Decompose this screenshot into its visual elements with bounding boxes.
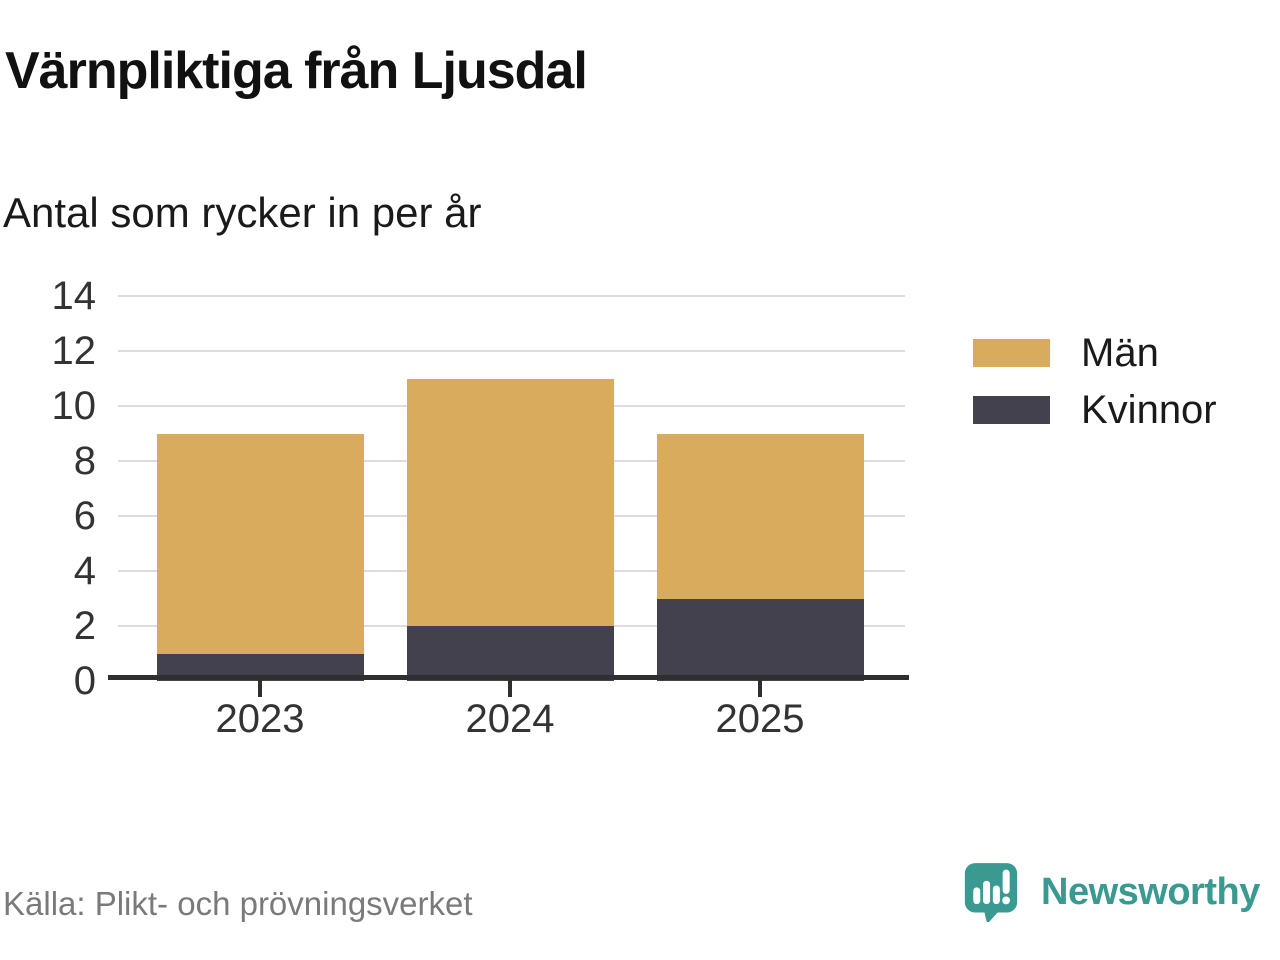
y-tick-label-4: 4 xyxy=(73,549,96,593)
chart-title: Värnpliktiga från Ljusdal xyxy=(5,42,588,100)
bar-2025-kvinnor xyxy=(656,598,864,681)
y-tick-label-0: 0 xyxy=(73,659,96,703)
brand-footer: Newsworthy xyxy=(963,862,1260,922)
legend-label-män: Män xyxy=(1081,331,1159,375)
y-axis-tick-labels: 0 2 4 6 8 10 12 14 xyxy=(0,274,97,703)
x-axis-line xyxy=(108,675,909,680)
bar-2025-män xyxy=(656,433,864,599)
brand-name: Newsworthy xyxy=(1041,870,1260,913)
legend-label-kvinnor: Kvinnor xyxy=(1081,388,1217,432)
gridline-y-12 xyxy=(118,350,905,352)
y-tick-label-2: 2 xyxy=(73,604,96,648)
y-tick-label-14: 14 xyxy=(51,274,97,318)
legend-item-män: Män xyxy=(973,331,1217,375)
legend-swatch-kvinnor xyxy=(973,396,1050,424)
legend-item-kvinnor: Kvinnor xyxy=(973,388,1217,432)
x-tick-2023 xyxy=(258,680,262,697)
y-tick-label-10: 10 xyxy=(51,384,97,428)
legend-swatch-män xyxy=(973,339,1050,367)
plot-area: 0 2 4 6 8 10 12 14 2023 2024 2025 xyxy=(52,274,909,739)
x-tick-label-2025: 2025 xyxy=(715,697,805,741)
bar-2024-män xyxy=(406,378,614,626)
y-tick-label-6: 6 xyxy=(73,494,96,538)
x-tick-2025 xyxy=(758,680,762,697)
gridline-y-14 xyxy=(118,295,905,297)
newsworthy-logo-icon xyxy=(964,863,1018,922)
x-tick-2024 xyxy=(508,680,512,697)
x-tick-label-2024: 2024 xyxy=(465,697,555,741)
x-tick-label-2023: 2023 xyxy=(215,697,305,741)
legend: Män Kvinnor xyxy=(973,331,1217,453)
chart-subtitle: Antal som rycker in per år xyxy=(3,189,482,236)
y-tick-label-12: 12 xyxy=(51,329,97,373)
source-note: Källa: Plikt- och prövningsverket xyxy=(3,885,473,922)
bar-2024-kvinnor xyxy=(406,626,614,681)
y-tick-label-8: 8 xyxy=(73,439,96,483)
bar-2023-män xyxy=(156,433,364,654)
